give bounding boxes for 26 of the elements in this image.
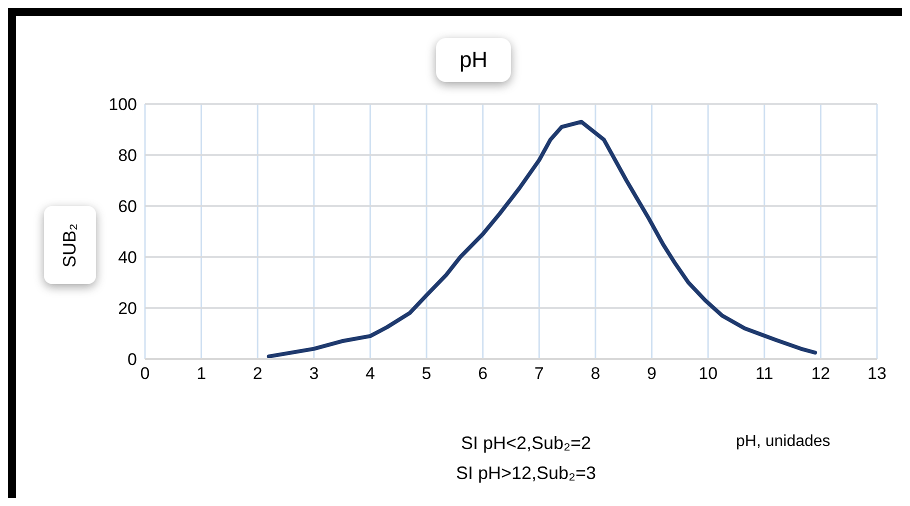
x-tick-label: 4 xyxy=(365,364,375,384)
chart-title: pH xyxy=(436,38,511,82)
x-tick-label: 6 xyxy=(478,364,488,384)
x-tick-label: 13 xyxy=(868,364,886,384)
x-tick-label: 2 xyxy=(252,364,262,384)
x-tick-label: 11 xyxy=(756,364,774,384)
y-tick-label: 60 xyxy=(118,197,137,216)
line-series xyxy=(266,120,818,358)
y-tick-label: 80 xyxy=(118,146,137,166)
x-tick-label: 1 xyxy=(196,364,206,384)
x-tick-label: 9 xyxy=(647,364,657,384)
x-tick-label: 3 xyxy=(309,364,319,384)
y-tick-label: 20 xyxy=(118,299,137,318)
y-tick-label: 40 xyxy=(118,248,137,268)
x-tick-label: 12 xyxy=(811,364,830,384)
x-axis-title: pH, unidades xyxy=(736,433,830,451)
x-tick-label: 10 xyxy=(698,364,718,384)
text: SI pH<2,Sub₂=2 xyxy=(460,432,592,455)
x-tick-label: 8 xyxy=(590,364,600,384)
y-axis-title: SUB₂ xyxy=(60,223,80,267)
text: SI pH>12,Sub₂=3 xyxy=(454,462,598,485)
y-tick-label: 100 xyxy=(108,95,137,114)
y-tick-label: 0 xyxy=(128,350,137,370)
x-tick-label: 7 xyxy=(534,364,544,384)
x-tick-label: 0 xyxy=(140,364,150,384)
x-tick-label: 5 xyxy=(422,364,432,384)
